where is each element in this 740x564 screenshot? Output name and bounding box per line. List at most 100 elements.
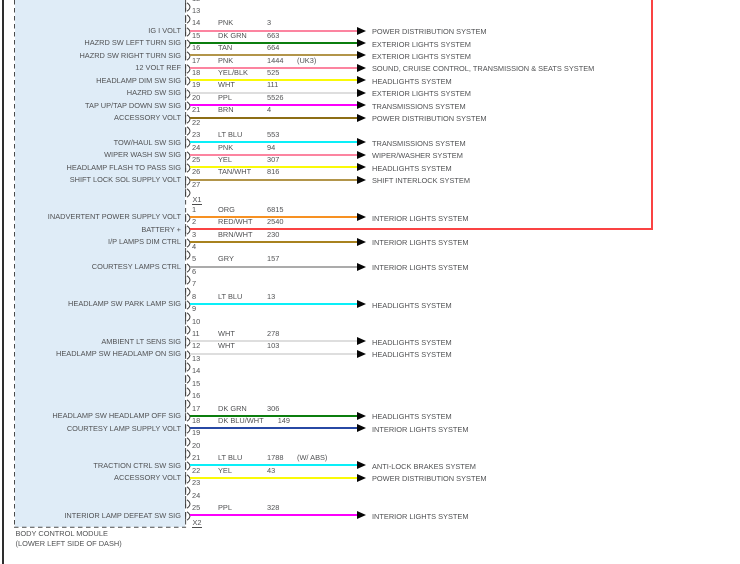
connector-label-x2: X2	[192, 517, 203, 529]
wire-line[interactable]	[190, 514, 358, 517]
pin-number: 1	[192, 204, 197, 214]
wire-line[interactable]	[190, 91, 358, 94]
pin-signal-label: HEADLAMP SW PARK LAMP SIG	[68, 299, 181, 309]
wire-destination-label: HEADLIGHTS SYSTEM	[372, 350, 452, 360]
wire-line[interactable]	[190, 240, 358, 243]
wire-arrow-icon	[357, 299, 367, 308]
wire-line[interactable]	[190, 427, 358, 430]
wire-highlight-vertical[interactable]	[651, 0, 653, 231]
wire-line[interactable]	[190, 41, 358, 44]
wire-circuit-number: 663	[267, 30, 280, 40]
wire-arrow-icon	[357, 26, 367, 35]
pin-number: 14	[192, 366, 201, 376]
wire-arrow-icon	[357, 113, 367, 122]
pin-terminal-icon	[184, 410, 192, 422]
wire-line[interactable]	[190, 104, 358, 107]
wire-line[interactable]	[190, 414, 358, 417]
wire-circuit-number: 664	[267, 43, 280, 53]
body-control-module-box	[15, 0, 186, 527]
pin-number: 14	[192, 18, 201, 28]
wire-line[interactable]	[190, 265, 358, 268]
pin-number: 24	[192, 142, 201, 152]
wire-circuit-number: 306	[267, 403, 280, 413]
pin-signal-label: HAZRD SW RIGHT TURN SIG	[79, 50, 181, 60]
wire-color-label: WHT	[218, 341, 235, 351]
wire-arrow-icon	[357, 349, 367, 358]
pin-signal-label: TOW/HAUL SW SIG	[113, 137, 181, 147]
pin-terminal-icon	[184, 372, 192, 385]
wire-circuit-number: 13	[267, 291, 276, 301]
wire-circuit-number: 149	[277, 415, 291, 425]
wire-line[interactable]	[190, 340, 358, 343]
wire-line[interactable]	[190, 464, 358, 467]
pin-number: 22	[192, 465, 201, 475]
wire-destination-label: HEADLIGHTS SYSTEM	[372, 163, 452, 173]
wire-line[interactable]	[190, 302, 358, 305]
pin-signal-label: IG I VOLT	[148, 25, 181, 35]
wire-arrow-icon	[357, 138, 367, 147]
wire-color-label: DK GRN	[218, 30, 247, 40]
wire-circuit-number: 816	[267, 167, 280, 177]
pin-terminal-icon	[184, 25, 192, 37]
pin-terminal-icon	[184, 74, 192, 86]
wire-arrow-icon	[357, 51, 367, 60]
wire-line[interactable]	[190, 79, 358, 82]
pin-terminal-icon	[184, 161, 192, 173]
pin-signal-label: COURTESY LAMPS CTRL	[91, 262, 181, 272]
pin-number: 2	[192, 217, 197, 227]
pin-number: 4	[192, 242, 197, 251]
pin-signal-label: I/P LAMPS DIM CTRL	[108, 237, 181, 247]
wire-line[interactable]	[190, 116, 358, 119]
pin-terminal-icon	[184, 136, 192, 148]
wire-color-label: PNK	[218, 55, 234, 65]
wire-destination-label: HEADLIGHTS SYSTEM	[372, 337, 452, 347]
pin-number: 26	[192, 167, 201, 177]
pin-terminal-icon	[184, 223, 192, 235]
pin-number: 12	[192, 341, 201, 351]
pin-signal-label: TAP UP/TAP DOWN SW SIG	[85, 100, 181, 110]
pin-number: 3	[192, 229, 197, 239]
pin-signal-label: HAZRD SW SIG	[126, 88, 181, 98]
pin-number: 16	[192, 43, 201, 53]
wire-line[interactable]	[190, 215, 358, 218]
wire-circuit-number: 525	[267, 68, 280, 78]
wire-line[interactable]	[190, 66, 358, 69]
wire-line[interactable]	[190, 54, 358, 57]
wire-highlight-horizontal[interactable]	[190, 228, 653, 231]
pin-number: 20	[192, 92, 201, 102]
pin-signal-label: HEADLAMP SW HEADLAMP ON SIG	[56, 349, 181, 358]
wire-line[interactable]	[190, 29, 358, 32]
pin-terminal-icon	[184, 149, 192, 161]
pin-number: 15	[192, 378, 201, 388]
pin-number: 16	[192, 391, 201, 401]
wire-destination-label: INTERIOR LIGHTS SYSTEM	[372, 238, 469, 248]
wire-destination-label: INTERIOR LIGHTS SYSTEM	[372, 213, 469, 223]
wire-arrow-icon	[357, 424, 367, 433]
pin-signal-label: 12 VOLT REF	[135, 63, 181, 73]
wire-circuit-number: 94	[267, 142, 276, 152]
pin-terminal-icon	[184, 285, 192, 298]
pin-terminal-icon	[184, 472, 192, 484]
pin-number: 18	[192, 68, 201, 78]
wire-circuit-number: 1444	[267, 55, 284, 65]
wire-line[interactable]	[190, 166, 358, 169]
wire-line[interactable]	[190, 178, 358, 181]
wire-circuit-number: 328	[267, 502, 280, 512]
module-caption-line2: (LOWER LEFT SIDE OF DASH)	[15, 539, 122, 548]
pin-terminal-icon	[184, 0, 192, 12]
wire-line[interactable]	[190, 141, 358, 144]
pin-number: 20	[192, 440, 201, 450]
wire-line[interactable]	[190, 153, 358, 156]
wire-arrow-icon	[357, 337, 367, 346]
pin-signal-label: HEADLAMP DIM SW SIG	[96, 75, 181, 85]
wire-color-label: RED/WHT	[218, 217, 253, 227]
pin-terminal-icon	[184, 49, 192, 61]
pin-signal-label: INTERIOR LAMP DEFEAT SW SIG	[64, 510, 181, 520]
wire-line[interactable]	[190, 476, 358, 479]
wire-circuit-number: 6815	[267, 204, 284, 214]
wire-arrow-icon	[357, 461, 367, 470]
pin-signal-label: ACCESSORY VOLT	[114, 112, 181, 122]
wire-arrow-icon	[357, 38, 367, 47]
pin-terminal-icon	[184, 12, 192, 24]
wire-line[interactable]	[190, 352, 358, 355]
